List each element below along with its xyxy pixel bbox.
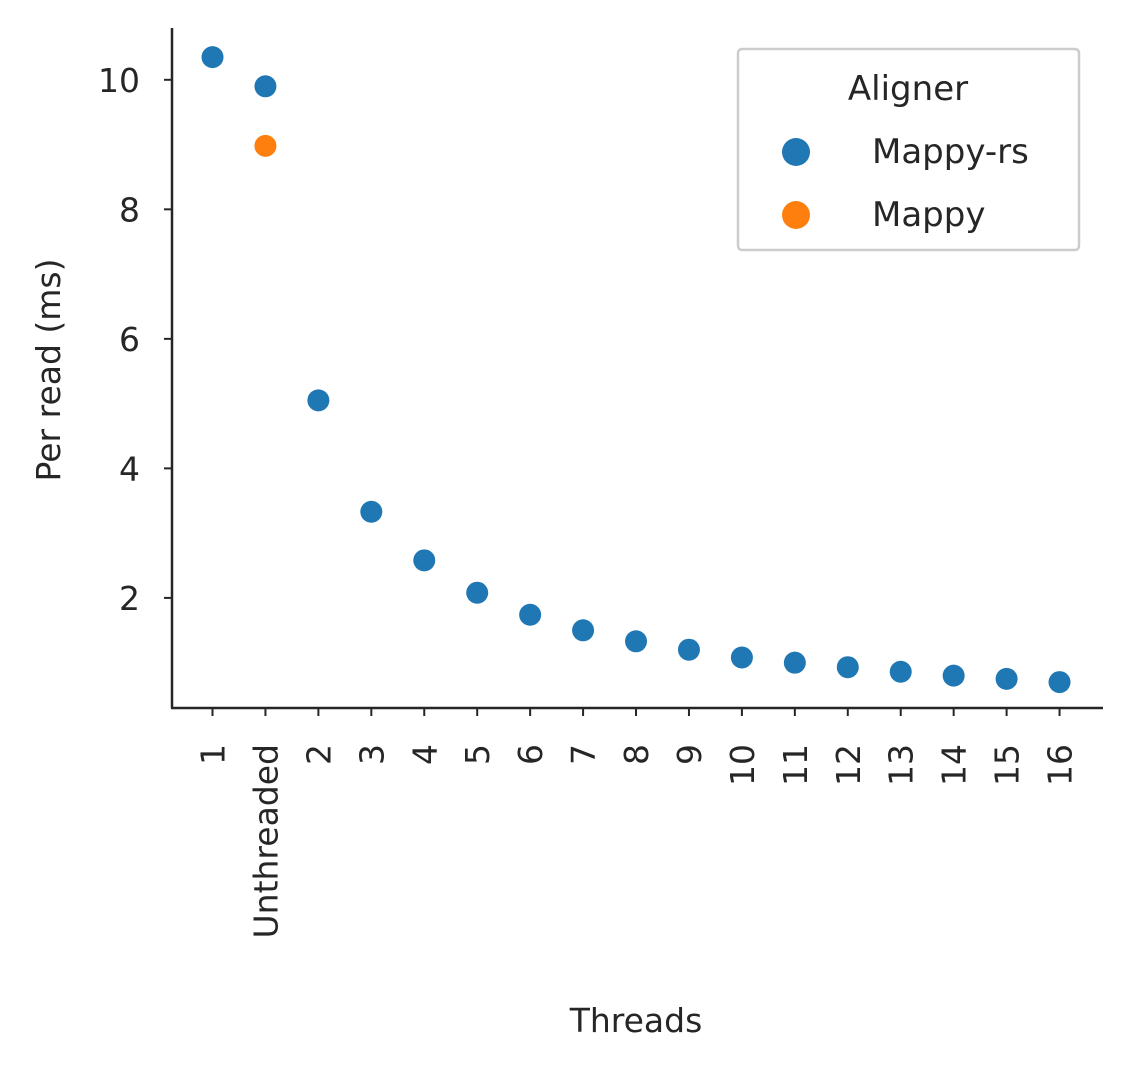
legend: Aligner Mappy-rs Mappy: [736, 47, 1081, 252]
x-tick-label: 9: [670, 744, 709, 765]
x-tick-label: 2: [299, 744, 338, 765]
x-tick-label: 4: [405, 744, 444, 765]
y-tick-label: 4: [119, 449, 140, 488]
y-axis-ticks: 2 4 6 8 10: [98, 61, 172, 618]
x-tick-label: 7: [564, 744, 603, 765]
data-point-mappy-rs: [625, 630, 648, 653]
data-point-mappy-rs: [307, 389, 330, 412]
data-point-mappy-rs: [466, 581, 489, 604]
data-point-mappy-rs: [201, 46, 224, 69]
x-tick-label: 10: [723, 744, 762, 786]
legend-title: Aligner: [848, 69, 968, 109]
data-points: [201, 46, 1071, 694]
data-point-mappy-rs: [783, 651, 806, 674]
data-point-mappy-rs: [254, 75, 277, 98]
data-point-mappy-rs: [942, 664, 965, 687]
x-tick-label: 6: [511, 744, 550, 765]
x-tick-label: 16: [1041, 744, 1080, 786]
legend-marker-mappy-rs: [782, 138, 810, 166]
data-point-mappy-rs: [360, 500, 383, 523]
data-point-mappy-rs: [519, 603, 542, 626]
x-tick-label: 14: [935, 744, 974, 786]
x-axis-title: Threads: [569, 1001, 703, 1040]
x-tick-label: 11: [776, 744, 815, 786]
legend-frame: [736, 47, 1081, 252]
x-tick-label: 12: [829, 744, 868, 786]
data-point-mappy-rs: [572, 619, 595, 642]
data-point-mappy: [254, 134, 277, 157]
legend-label-mappy-rs: Mappy-rs: [872, 132, 1029, 172]
data-point-mappy-rs: [413, 549, 436, 572]
legend-label-mappy: Mappy: [872, 195, 985, 235]
data-point-mappy-rs: [677, 638, 700, 661]
x-axis-ticks: 1 Unthreaded 2 3 4 5 6 7 8 9 10 11 12 13 14 15 16: [194, 708, 1080, 939]
y-tick-label: 8: [119, 190, 140, 229]
x-tick-label: 8: [617, 744, 656, 765]
x-tick-label: 3: [352, 744, 391, 765]
x-tick-label: Unthreaded: [246, 744, 285, 939]
data-point-mappy-rs: [889, 660, 912, 683]
data-point-mappy-rs: [995, 667, 1018, 690]
x-tick-label: 15: [988, 744, 1027, 786]
data-point-mappy-rs: [836, 656, 859, 679]
x-tick-label: 1: [194, 744, 233, 765]
data-point-mappy-rs: [1048, 671, 1071, 694]
x-tick-label: 5: [458, 744, 497, 765]
y-axis-title: Per read (ms): [29, 259, 68, 482]
y-tick-label: 6: [119, 320, 140, 359]
y-tick-label: 10: [98, 61, 140, 100]
legend-marker-mappy: [782, 201, 810, 229]
y-tick-label: 2: [119, 579, 140, 618]
data-point-mappy-rs: [730, 646, 753, 669]
x-tick-label: 13: [882, 744, 921, 786]
